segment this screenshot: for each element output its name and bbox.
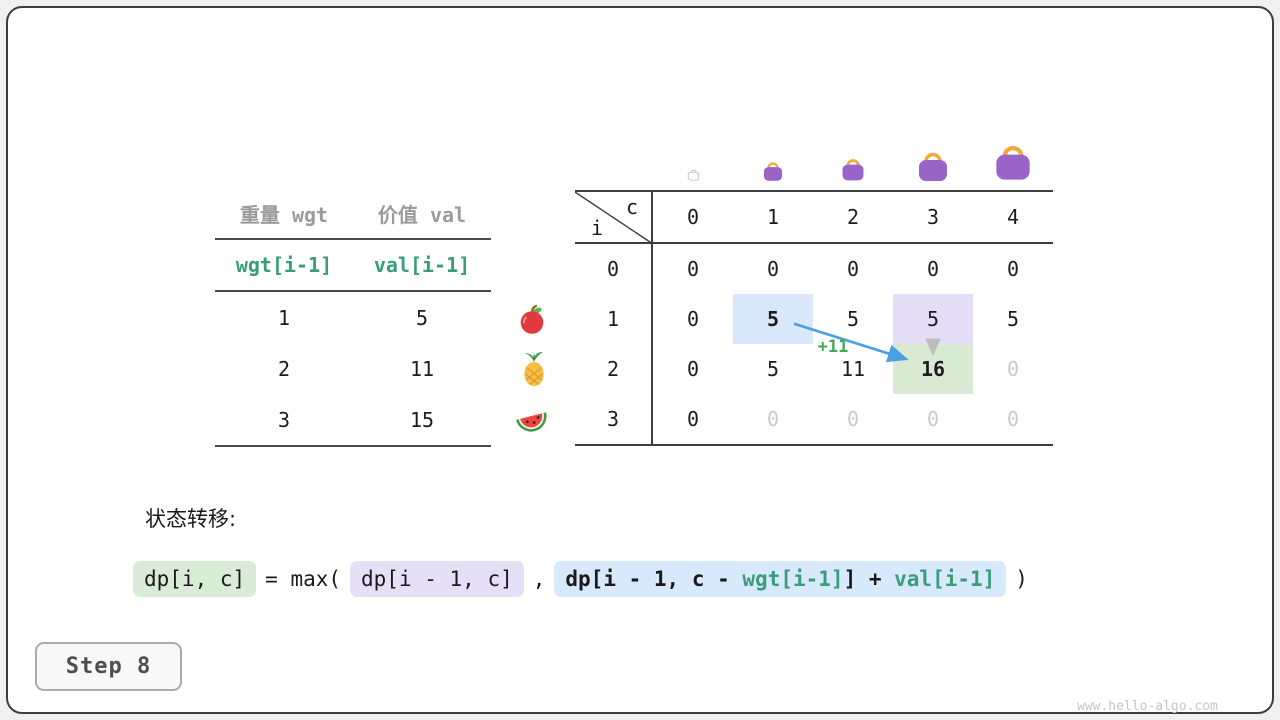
item-3-value: 15 (409, 407, 435, 432)
dp-row-1: 1 0 5 5 5 5 (575, 294, 1053, 344)
formula-take-part2: ] + (843, 567, 895, 591)
arrow-value-label: +11 (817, 337, 849, 357)
dp-table: c i 0 1 2 3 4 0 0 0 0 0 0 1 0 5 5 5 5 2 … (575, 190, 1053, 446)
dp-cell-0-1: 0 (766, 257, 780, 281)
dp-row-0: 0 0 0 0 0 0 (575, 244, 1053, 294)
formula-take-val: val[i-1] (894, 567, 996, 591)
step-badge: Step 8 (35, 642, 182, 691)
dp-cell-2-4: 0 (1006, 357, 1020, 381)
items-table-header: 重量 wgt 价值 val (215, 188, 491, 240)
formula-option-keep: dp[i - 1, c] (350, 561, 524, 597)
bag-icon-capacity-2 (838, 154, 868, 186)
col-variable-label: c (625, 195, 638, 219)
transition-formula: dp[i, c] = max( dp[i - 1, c] , dp[i - 1,… (133, 561, 1028, 597)
item-2-weight: 2 (277, 356, 291, 381)
item-row-2: 2 11 (215, 343, 491, 394)
dp-row-header-0: 0 (575, 244, 653, 294)
dp-cell-1-1: 5 (733, 294, 813, 344)
dp-cell-3-2: 0 (846, 407, 860, 431)
dp-cell-0-0: 0 (686, 257, 700, 281)
formula-lhs: dp[i, c] (133, 561, 257, 597)
dp-col-header-1: 1 (733, 192, 813, 244)
apple-icon (516, 303, 548, 339)
formula-close-paren: ) (1015, 567, 1028, 591)
item-3-weight: 3 (277, 407, 291, 432)
dp-cell-2-1: 5 (766, 357, 780, 381)
formula-option-take: dp[i - 1, c - wgt[i-1]] + val[i-1] (554, 561, 1007, 597)
dp-col-header-2: 2 (813, 192, 893, 244)
dp-row-3: 3 0 0 0 0 0 (575, 394, 1053, 444)
dp-col-header-3: 3 (893, 192, 973, 244)
dp-cell-0-2: 0 (846, 257, 860, 281)
transition-title: 状态转移: (145, 507, 237, 531)
dp-cell-1-0: 0 (686, 307, 700, 331)
item-row-3: 3 15 (215, 394, 491, 445)
formula-comma: , (532, 567, 546, 591)
col-header-value: 价值 val (377, 202, 467, 227)
formula-take-wgt: wgt[i-1] (742, 567, 844, 591)
dp-cell-2-2: 11 (840, 357, 866, 381)
watermelon-icon (514, 402, 550, 442)
col-header-weight: 重量 wgt (239, 202, 329, 227)
wgt-formula: wgt[i-1] (235, 253, 333, 277)
bag-icon-capacity-1 (760, 158, 786, 186)
dp-corner-cell: c i (575, 192, 653, 244)
dp-cell-2-0: 0 (686, 357, 700, 381)
formula-take-part1: dp[i - 1, c - (565, 567, 743, 591)
bag-icon-capacity-3 (913, 146, 953, 187)
dp-cell-0-4: 0 (1006, 257, 1020, 281)
item-1-value: 5 (415, 305, 429, 330)
dp-col-header-0: 0 (653, 192, 733, 244)
dp-cell-0-3: 0 (926, 257, 940, 281)
items-table: 重量 wgt 价值 val wgt[i-1] val[i-1] 1 5 2 11… (215, 188, 491, 447)
dp-col-header-4: 4 (973, 192, 1053, 244)
bag-icon-capacity-0 (686, 166, 701, 185)
val-formula: val[i-1] (373, 253, 471, 277)
dp-cell-1-3: 5 (893, 294, 973, 344)
dp-header-row: c i 0 1 2 3 4 (575, 192, 1053, 244)
pineapple-icon (517, 351, 551, 391)
formula-eq-max: = max( (265, 567, 342, 591)
site-watermark: www.hello-algo.com (1077, 699, 1218, 714)
bag-icon-capacity-4 (989, 138, 1037, 186)
dp-cell-3-4: 0 (1006, 407, 1020, 431)
item-row-1: 1 5 (215, 292, 491, 343)
dp-cell-1-4: 5 (1006, 307, 1020, 331)
dp-cell-3-0: 0 (686, 407, 700, 431)
dp-cell-2-3: 16 (893, 344, 973, 394)
item-1-weight: 1 (277, 305, 291, 330)
row-variable-label: i (591, 216, 604, 240)
dp-row-header-3: 3 (575, 394, 653, 444)
dp-row-header-1: 1 (575, 294, 653, 344)
item-2-value: 11 (409, 356, 435, 381)
dp-row-header-2: 2 (575, 344, 653, 394)
step-label: Step 8 (65, 654, 152, 679)
dp-cell-3-1: 0 (766, 407, 780, 431)
dp-cell-3-3: 0 (926, 407, 940, 431)
items-table-formula-row: wgt[i-1] val[i-1] (215, 240, 491, 292)
